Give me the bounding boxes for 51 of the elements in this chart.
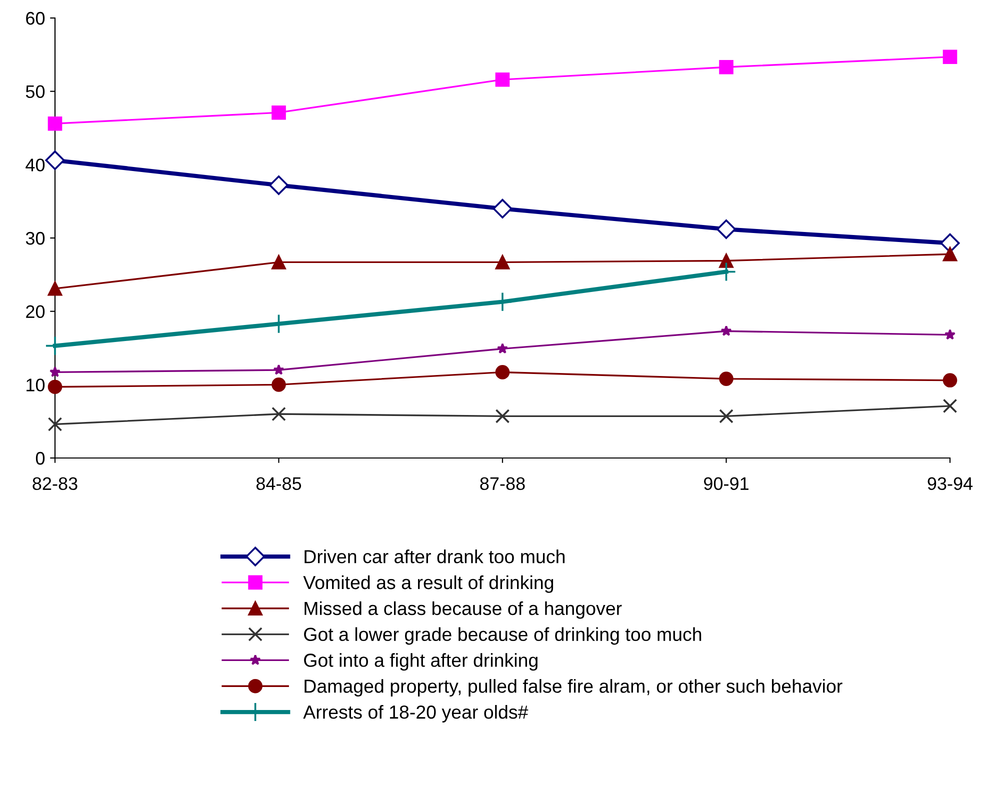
point [492, 292, 512, 312]
legend-label: Missed a class because of a hangover [304, 601, 622, 619]
point [716, 262, 736, 282]
point [272, 406, 286, 422]
legend-label: Got into a fight after drinking [304, 653, 538, 671]
point [720, 325, 732, 336]
point [492, 198, 512, 218]
point [45, 150, 65, 170]
y-tick-label: 40 [26, 158, 45, 172]
point [496, 342, 508, 354]
x-tick-label: 90-91 [704, 477, 748, 490]
point [495, 72, 510, 87]
y-tick-label: 0 [36, 452, 45, 465]
x-tick-label: 93-94 [928, 477, 973, 490]
point [942, 373, 958, 388]
point [272, 105, 286, 120]
point [716, 219, 736, 239]
point [273, 364, 284, 375]
point [495, 409, 510, 424]
point [48, 417, 62, 432]
point [272, 378, 286, 392]
point [719, 60, 734, 74]
point [48, 281, 62, 296]
point [944, 329, 956, 340]
point [719, 254, 734, 268]
point [49, 366, 61, 378]
point [942, 50, 958, 64]
y-tick-label: 50 [26, 85, 45, 98]
x-tick-label: 87-88 [480, 477, 525, 490]
point [48, 380, 62, 394]
point [48, 116, 62, 131]
point [269, 175, 288, 195]
legend-label: Arrests of 18-20 year olds# [303, 704, 528, 722]
y-tick-label: 20 [26, 305, 45, 318]
legend-label: Got a lower grade because of drinking too much [304, 627, 702, 645]
legend-label: Vomited as a result of drinking [303, 575, 554, 593]
y-tick-label: 60 [26, 12, 45, 25]
x-tick-label: 84-85 [256, 477, 302, 490]
point [719, 409, 734, 424]
point [942, 246, 958, 262]
point [940, 233, 960, 253]
x-tick-label: 82-83 [32, 477, 78, 490]
point [495, 365, 510, 380]
point [495, 255, 510, 270]
point [719, 372, 734, 386]
point [942, 398, 958, 414]
y-tick-label: 10 [26, 378, 45, 392]
legend-label: Damaged property, pulled false fire alram, or other such behavior [304, 679, 842, 697]
y-tick-label: 30 [26, 232, 45, 245]
point [272, 255, 286, 270]
legend-label: Driven car after drank too much [304, 550, 565, 564]
